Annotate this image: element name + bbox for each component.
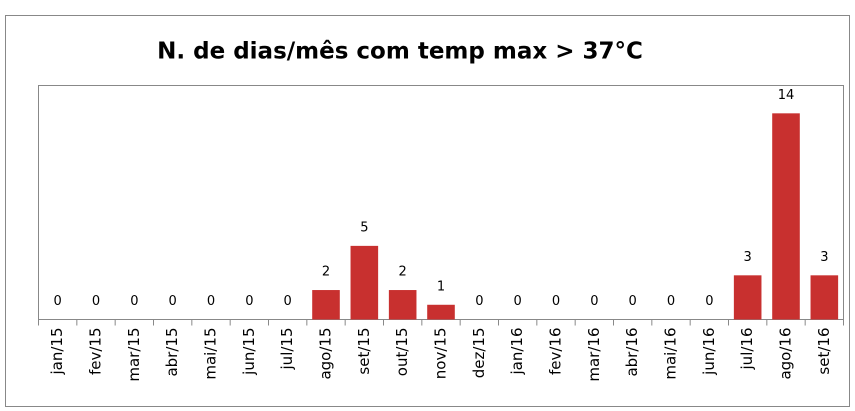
bar	[733, 275, 762, 320]
x-tick-label: ago/15	[317, 328, 335, 380]
data-label: 5	[360, 220, 368, 235]
x-tick-label: jan/16	[508, 328, 526, 376]
bar	[388, 290, 417, 320]
data-label: 0	[130, 294, 138, 309]
data-label: 2	[399, 265, 407, 280]
chart-title: N. de dias/mês com temp max > 37°C	[157, 39, 643, 65]
bar	[810, 275, 839, 320]
x-tick-label: fev/15	[87, 328, 105, 376]
x-tick-label: set/15	[355, 328, 373, 375]
data-label: 0	[590, 294, 598, 309]
x-tick-label: abr/15	[163, 328, 181, 377]
data-label: 3	[820, 250, 828, 265]
x-tick-label: jul/16	[738, 328, 756, 371]
data-label: 0	[245, 294, 253, 309]
x-tick-label: set/16	[815, 328, 833, 375]
data-label: 3	[744, 250, 752, 265]
data-label: 0	[629, 294, 637, 309]
data-label: 0	[705, 294, 713, 309]
data-label: 0	[667, 294, 675, 309]
x-tick-label: mar/15	[125, 328, 143, 382]
bar	[312, 290, 340, 320]
x-tick-label: dez/15	[470, 328, 488, 379]
data-label: 0	[475, 294, 483, 309]
bar	[350, 245, 379, 320]
x-tick-label: ago/16	[777, 328, 795, 380]
x-tick-label: jan/15	[48, 328, 66, 376]
data-label: 0	[92, 294, 100, 309]
x-tick-label: abr/16	[623, 328, 641, 377]
data-label: 2	[322, 265, 330, 280]
x-tick-label: out/15	[393, 328, 411, 377]
data-label: 14	[778, 88, 795, 103]
chart-border	[5, 15, 850, 407]
x-tick-label: nov/15	[432, 328, 450, 380]
data-label: 0	[514, 294, 522, 309]
x-tick-label: jun/15	[240, 328, 258, 376]
x-tick-label: jun/16	[700, 328, 718, 376]
x-tick-label: mai/16	[662, 328, 680, 380]
x-tick-label: fev/16	[547, 328, 565, 376]
data-label: 0	[169, 294, 177, 309]
x-tick-label: mar/16	[585, 328, 603, 382]
data-label: 0	[54, 294, 62, 309]
x-tick-label: mai/15	[202, 328, 220, 380]
x-tick-label: jul/15	[278, 328, 296, 371]
bar	[427, 304, 455, 320]
bar	[772, 113, 800, 320]
data-label: 0	[207, 294, 215, 309]
data-label: 1	[437, 279, 445, 294]
data-label: 0	[552, 294, 560, 309]
data-label: 0	[284, 294, 292, 309]
